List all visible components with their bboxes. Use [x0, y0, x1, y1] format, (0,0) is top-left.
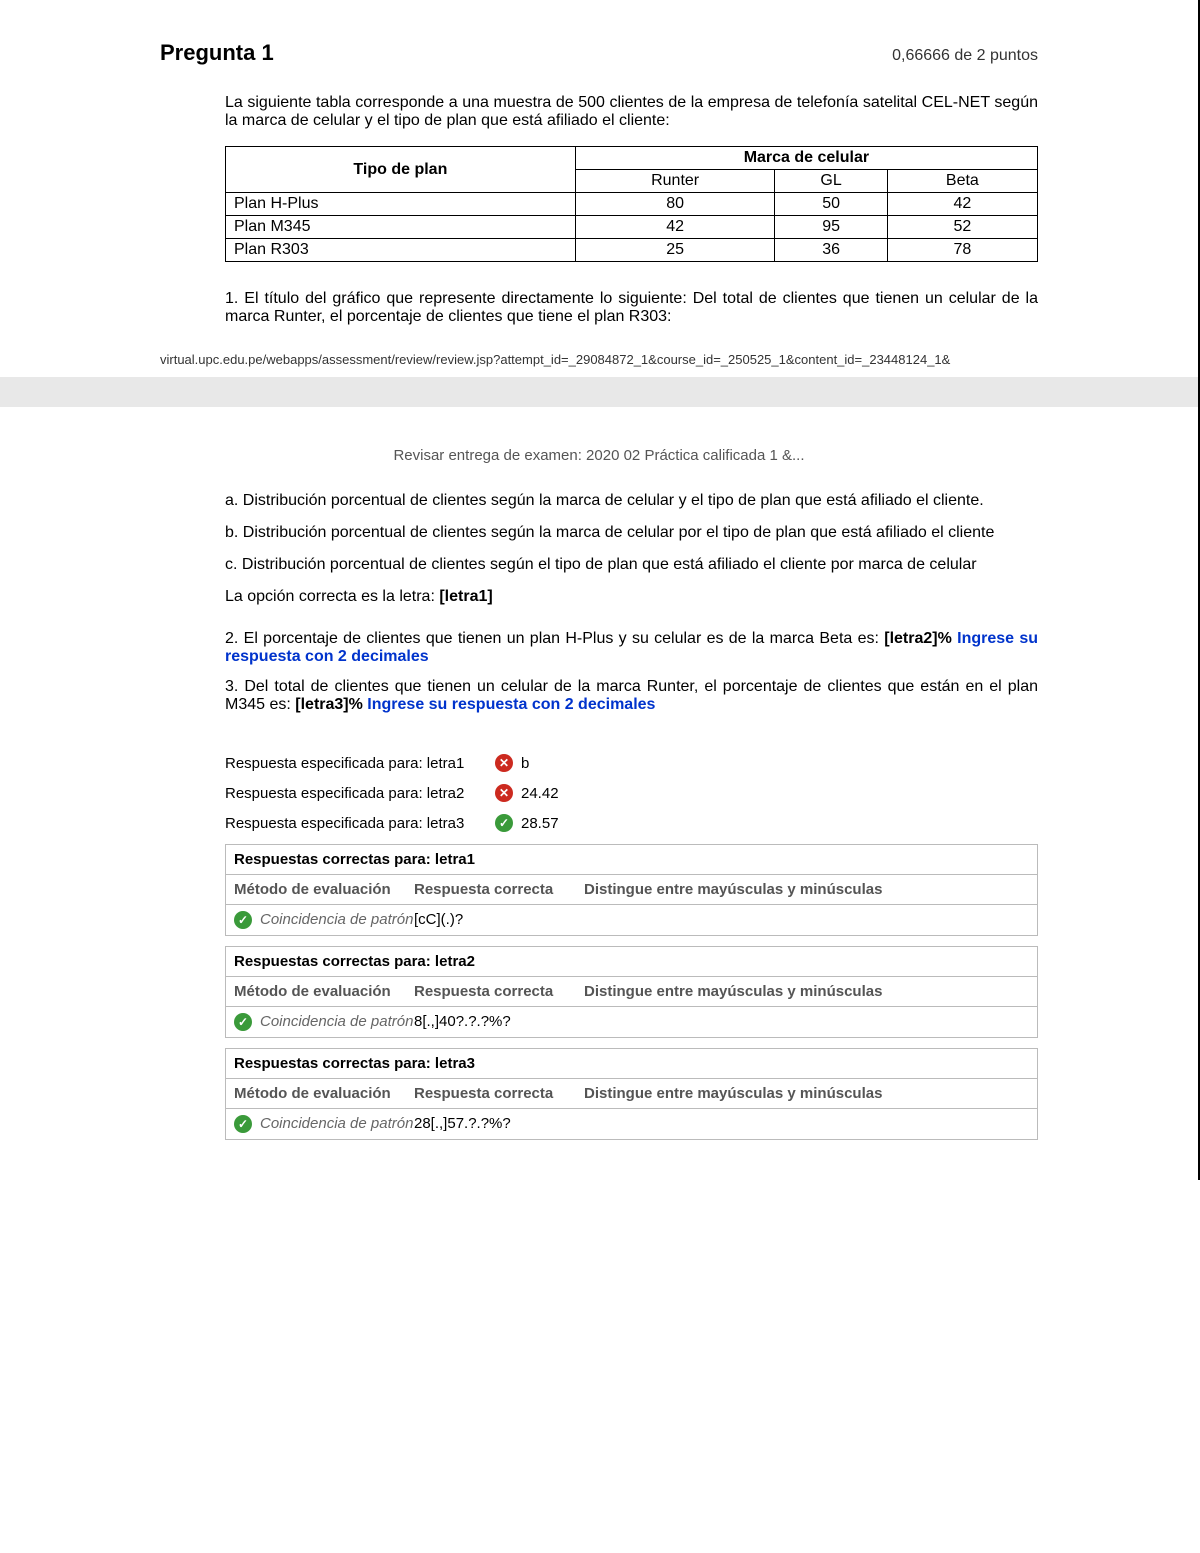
question-title: Pregunta 1: [160, 40, 274, 66]
wrong-icon: ✕: [495, 784, 513, 802]
correct-box-col-method: Método de evaluación: [234, 1085, 414, 1102]
question-body: La siguiente tabla corresponde a una mue…: [225, 94, 1038, 326]
pattern-match-label: Coincidencia de patrón: [260, 911, 413, 928]
case-cell: [584, 1013, 1029, 1031]
cell-0-1: 50: [775, 193, 887, 216]
correct-icon: ✓: [234, 1115, 252, 1133]
cell-plan-1: Plan M345: [226, 216, 576, 239]
correct-box-col-answer: Respuesta correcta: [414, 1085, 584, 1102]
q2-text: 2. El porcentaje de clientes que tienen …: [225, 630, 1038, 666]
specified-answer-value: b: [521, 755, 529, 772]
specified-answer-value: 24.42: [521, 785, 559, 802]
page-url-footer: virtual.upc.edu.pe/webapps/assessment/re…: [160, 352, 1038, 367]
specified-answer-label: Respuesta especificada para: letra2: [225, 785, 495, 802]
question-header: Pregunta 1 0,66666 de 2 puntos: [160, 40, 1038, 66]
cell-plan-0: Plan H-Plus: [226, 193, 576, 216]
pattern-match-label: Coincidencia de patrón: [260, 1013, 413, 1030]
correct-box-title: Respuestas correctas para: letra3: [226, 1049, 1037, 1079]
q3-text: 3. Del total de clientes que tienen un c…: [225, 678, 1038, 714]
q2-b: [letra2]%: [884, 630, 957, 647]
correct-box-value-row: ✓ Coincidencia de patrón28[.,]57.?.?%?: [226, 1109, 1037, 1139]
letra1-placeholder: [letra1]: [439, 588, 492, 605]
th-plan: Tipo de plan: [226, 147, 576, 193]
th-brand-1: GL: [775, 170, 887, 193]
correct-box-value-row: ✓ Coincidencia de patrón[cC](.)?: [226, 905, 1037, 935]
q3-b: [letra3]%: [295, 696, 367, 713]
cell-2-1: 36: [775, 239, 887, 262]
wrong-icon: ✕: [495, 754, 513, 772]
correct-pattern: [cC](.)?: [414, 911, 584, 929]
option-c: c. Distribución porcentual de clientes s…: [225, 556, 1038, 574]
case-cell: [584, 911, 1029, 929]
correct-box-value-row: ✓ Coincidencia de patrón8[.,]40?.?.?%?: [226, 1007, 1037, 1037]
intro-text: La siguiente tabla corresponde a una mue…: [225, 94, 1038, 130]
correct-box-title: Respuestas correctas para: letra2: [226, 947, 1037, 977]
correct-icon: ✓: [495, 814, 513, 832]
correct-answer-box: Respuestas correctas para: letra3Método …: [225, 1048, 1038, 1140]
pattern-match-cell: ✓ Coincidencia de patrón: [234, 911, 414, 929]
correct-box-col-method: Método de evaluación: [234, 881, 414, 898]
correct-box-col-method: Método de evaluación: [234, 983, 414, 1000]
th-brand-2: Beta: [887, 170, 1037, 193]
data-table: Tipo de plan Marca de celular Runter GL …: [225, 146, 1038, 262]
q1-text: 1. El título del gráfico que represente …: [225, 290, 1038, 326]
correct-box-col-answer: Respuesta correcta: [414, 881, 584, 898]
cell-1-1: 95: [775, 216, 887, 239]
th-brand-0: Runter: [575, 170, 775, 193]
correct-prompt-pre: La opción correcta es la letra:: [225, 588, 439, 605]
specified-answer-row: Respuesta especificada para: letra3✓ 28.5…: [225, 814, 1038, 832]
specified-answer-label: Respuesta especificada para: letra3: [225, 815, 495, 832]
cell-plan-2: Plan R303: [226, 239, 576, 262]
question-score: 0,66666 de 2 puntos: [892, 47, 1038, 65]
specified-answer-value: 28.57: [521, 815, 559, 832]
question-container: Pregunta 1 0,66666 de 2 puntos La siguie…: [0, 0, 1200, 1180]
th-brand-group: Marca de celular: [575, 147, 1037, 170]
correct-box-col-case: Distingue entre mayúsculas y minúsculas: [584, 881, 1029, 898]
correct-pattern: 28[.,]57.?.?%?: [414, 1115, 584, 1133]
correct-icon: ✓: [234, 1013, 252, 1031]
pattern-match-cell: ✓ Coincidencia de patrón: [234, 1013, 414, 1031]
correct-box-title: Respuestas correctas para: letra1: [226, 845, 1037, 875]
options-block: a. Distribución porcentual de clientes s…: [225, 492, 1038, 1140]
specified-answer-row: Respuesta especificada para: letra1✕ b: [225, 754, 1038, 772]
correct-icon: ✓: [234, 911, 252, 929]
option-a: a. Distribución porcentual de clientes s…: [225, 492, 1038, 510]
review-title: Revisar entrega de examen: 2020 02 Práct…: [160, 447, 1038, 464]
q2-a: 2. El porcentaje de clientes que tienen …: [225, 630, 884, 647]
correct-box-header-row: Método de evaluaciónRespuesta correctaDi…: [226, 1079, 1037, 1109]
q3-note: Ingrese su respuesta con 2 decimales: [367, 696, 655, 713]
cell-0-2: 42: [887, 193, 1037, 216]
correct-answer-box: Respuestas correctas para: letra2Método …: [225, 946, 1038, 1038]
correct-box-header-row: Método de evaluaciónRespuesta correctaDi…: [226, 977, 1037, 1007]
pattern-match-cell: ✓ Coincidencia de patrón: [234, 1115, 414, 1133]
correct-box-header-row: Método de evaluaciónRespuesta correctaDi…: [226, 875, 1037, 905]
specified-answer-row: Respuesta especificada para: letra2✕ 24.4…: [225, 784, 1038, 802]
cell-0-0: 80: [575, 193, 775, 216]
correct-prompt: La opción correcta es la letra: [letra1]: [225, 588, 1038, 606]
cell-2-2: 78: [887, 239, 1037, 262]
pattern-match-label: Coincidencia de patrón: [260, 1115, 413, 1132]
correct-answer-box: Respuestas correctas para: letra1Método …: [225, 844, 1038, 936]
correct-pattern: 8[.,]40?.?.?%?: [414, 1013, 584, 1031]
specified-answer-label: Respuesta especificada para: letra1: [225, 755, 495, 772]
correct-box-col-case: Distingue entre mayúsculas y minúsculas: [584, 1085, 1029, 1102]
cell-1-0: 42: [575, 216, 775, 239]
case-cell: [584, 1115, 1029, 1133]
cell-2-0: 25: [575, 239, 775, 262]
cell-1-2: 52: [887, 216, 1037, 239]
answers-block: Respuesta especificada para: letra1✕bRes…: [225, 754, 1038, 1140]
correct-box-col-case: Distingue entre mayúsculas y minúsculas: [584, 983, 1029, 1000]
correct-box-col-answer: Respuesta correcta: [414, 983, 584, 1000]
option-b: b. Distribución porcentual de clientes s…: [225, 524, 1038, 542]
page-divider: [0, 377, 1198, 407]
